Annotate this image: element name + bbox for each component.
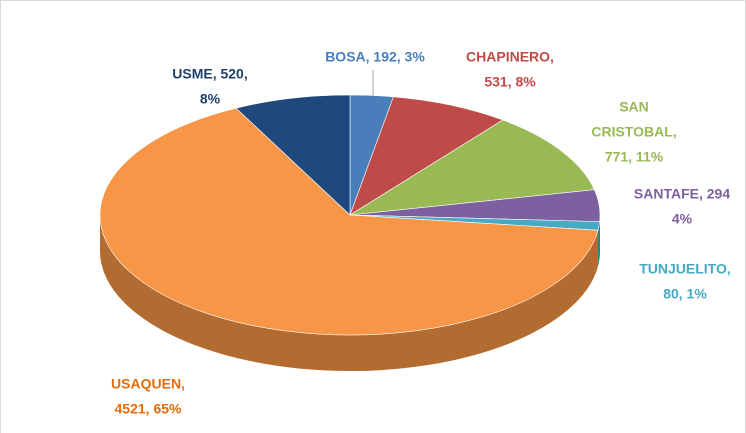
data-labels: BOSA, 192, 3% CHAPINERO, 531, 8% SAN CRISTOB… (111, 49, 731, 417)
data-label: SAN (619, 99, 649, 115)
slice (235, 94, 351, 216)
data-label: 4521, 65% (115, 401, 182, 417)
data-label: 4% (672, 211, 693, 227)
slice-side-shade (100, 215, 598, 372)
data-label: SANTAFE, 294 (634, 186, 730, 202)
data-label: 771, 11% (605, 149, 664, 165)
data-label: USME, 520, (172, 66, 247, 82)
data-label: 8% (200, 91, 221, 107)
data-label: 80, 1% (663, 286, 707, 302)
slice (349, 119, 595, 216)
pie-tops (99, 94, 601, 336)
data-label: TUNJUELITO, (639, 261, 731, 277)
slice (349, 96, 504, 216)
data-label: CHAPINERO, (466, 49, 554, 65)
data-label: USAQUEN, (111, 376, 185, 392)
slice-side-shade (597, 221, 600, 267)
slice (99, 107, 599, 336)
pie-sides (100, 215, 600, 372)
data-label: CRISTOBAL, (591, 124, 676, 140)
slice-side (597, 221, 600, 267)
data-label: BOSA, 192, 3% (325, 49, 425, 65)
data-label: 531, 8% (484, 74, 536, 90)
slice-side (100, 215, 598, 372)
